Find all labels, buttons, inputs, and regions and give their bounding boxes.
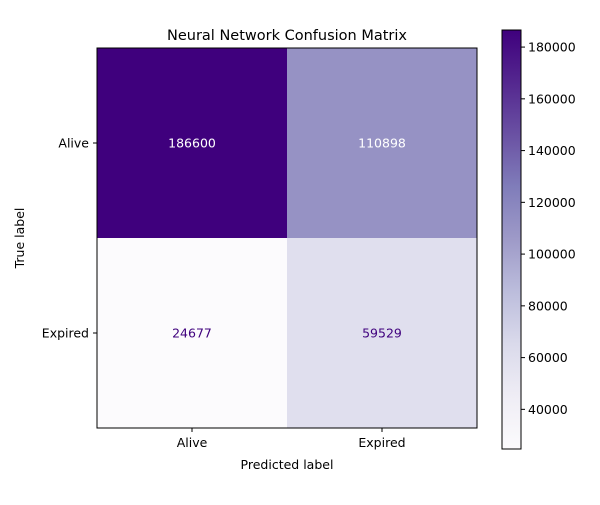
x-tick-label: Alive — [177, 435, 208, 450]
colorbar — [501, 29, 522, 450]
cell-value-label: 110898 — [358, 136, 406, 151]
matrix-cell — [97, 238, 287, 428]
y-tick-label: Expired — [42, 326, 89, 341]
colorbar-tick-label: 120000 — [528, 195, 576, 210]
chart-title: Neural Network Confusion Matrix — [167, 28, 407, 44]
cell-value-label: 59529 — [362, 326, 402, 341]
x-axis-ticks: Alive Expired — [177, 428, 406, 450]
colorbar-tick-label: 40000 — [528, 402, 568, 417]
colorbar-tick-label: 180000 — [528, 40, 576, 55]
cell-value-label: 24677 — [172, 326, 212, 341]
matrix-cells: 186600 110898 24677 59529 — [97, 48, 477, 428]
colorbar-tick-label: 80000 — [528, 298, 568, 313]
matrix-cell — [287, 238, 477, 428]
colorbar-tick-label: 100000 — [528, 247, 576, 262]
y-tick-label: Alive — [58, 136, 89, 151]
x-tick-label: Expired — [358, 435, 405, 450]
colorbar-tick-label: 160000 — [528, 91, 576, 106]
cell-value-label: 186600 — [168, 136, 216, 151]
x-axis-label: Predicted label — [241, 457, 334, 472]
colorbar-ticks: 40000 60000 80000 100000 120000 140000 160000 1… — [521, 40, 576, 417]
colorbar-tick-label: 140000 — [528, 143, 576, 158]
y-axis-ticks: Alive Expired — [42, 136, 97, 341]
matrix-frame — [96, 47, 478, 429]
matrix-cell — [97, 48, 287, 238]
matrix-cell — [287, 48, 477, 238]
colorbar-tick-label: 60000 — [528, 350, 568, 365]
y-axis-label: True label — [12, 208, 27, 270]
